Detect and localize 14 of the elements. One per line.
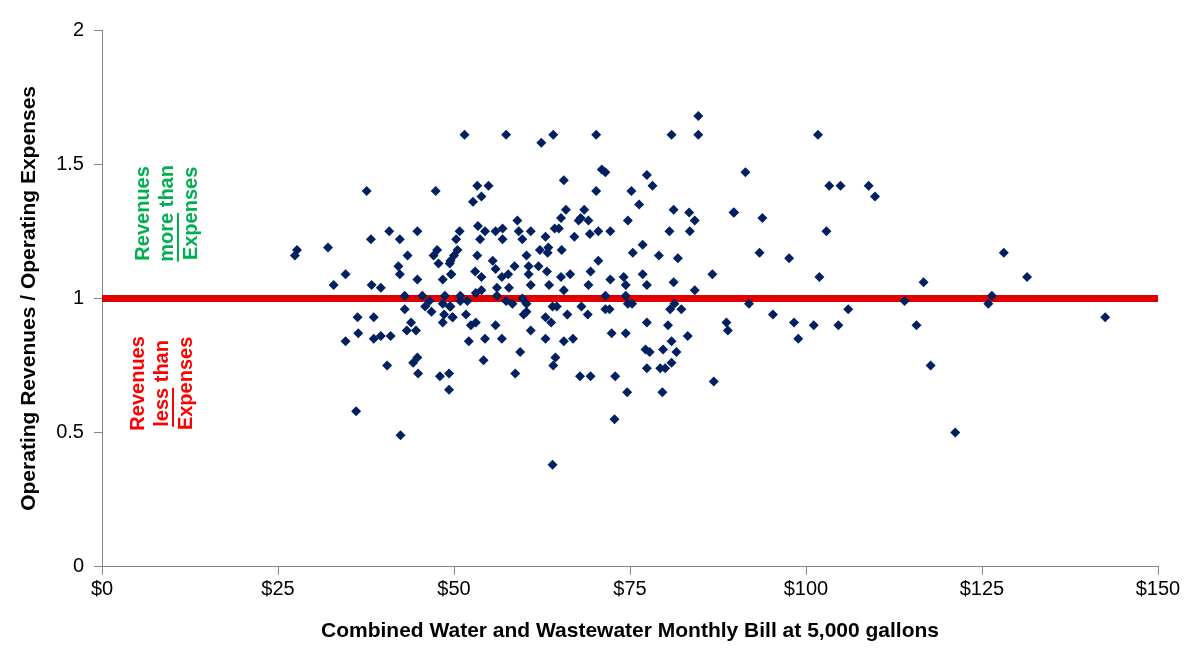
y-axis-title: Operating Revenues / Operating Expenses — [16, 85, 40, 511]
x-tick-label: $0 — [90, 577, 114, 600]
x-tick-label: $25 — [261, 577, 295, 600]
y-tick-label: 1 — [72, 285, 84, 308]
x-tick-label: $150 — [1135, 577, 1181, 600]
x-tick-label: $50 — [437, 577, 471, 600]
y-tick-label: 1.5 — [56, 151, 84, 174]
y-tick-label: 2 — [72, 17, 84, 40]
x-tick-label: $100 — [783, 577, 829, 600]
x-axis-title: Combined Water and Wastewater Monthly Bill at 5,000 gallons — [320, 618, 940, 642]
x-tick-label: $125 — [959, 577, 1005, 600]
x-tick-label: $75 — [613, 577, 647, 600]
y-tick-label: 0 — [72, 554, 84, 577]
y-tick-label: 0.5 — [56, 420, 84, 443]
